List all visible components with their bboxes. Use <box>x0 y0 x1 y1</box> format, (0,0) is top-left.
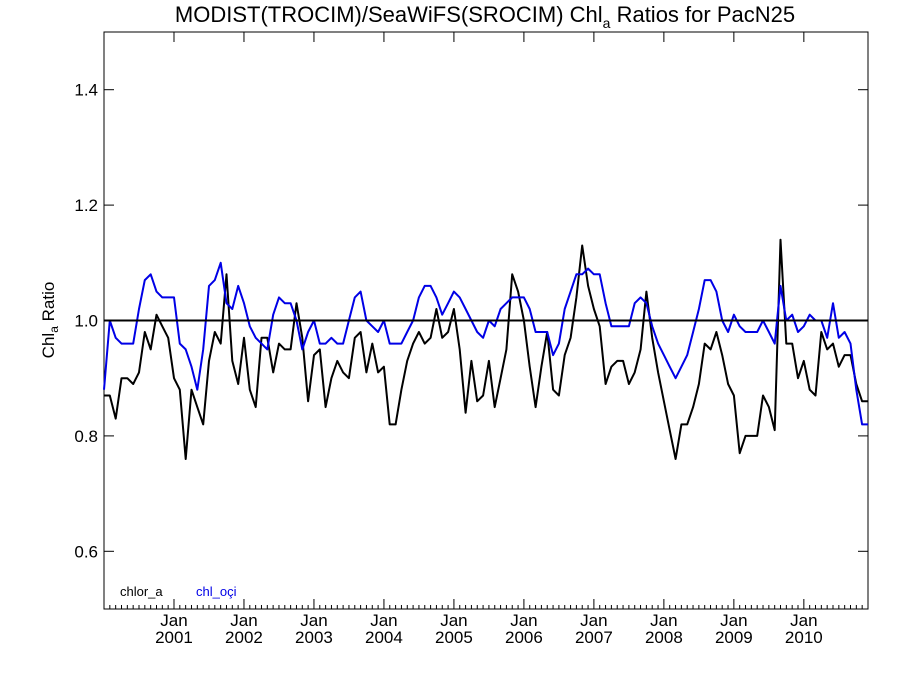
x-tick-year-label: 2004 <box>365 628 403 647</box>
x-tick-year-label: 2002 <box>225 628 263 647</box>
x-tick-year-label: 2009 <box>715 628 753 647</box>
x-tick-month-label: Jan <box>370 611 397 630</box>
x-tick-year-label: 2007 <box>575 628 613 647</box>
x-tick-month-label: Jan <box>720 611 747 630</box>
series-line-chlor-a <box>104 238 868 460</box>
legend-entry-chlor-a: chlor_a <box>120 584 163 599</box>
x-tick-month-label: Jan <box>580 611 607 630</box>
y-tick-label: 0.8 <box>74 427 98 446</box>
y-tick-label: 1.0 <box>74 312 98 331</box>
x-tick-year-label: 2008 <box>645 628 683 647</box>
chart-title: MODIST(TROCIM)/SeaWiFS(SROCIM) Chla Rati… <box>175 2 795 31</box>
series-layer <box>103 238 868 460</box>
y-tick-label: 1.2 <box>74 196 98 215</box>
y-tick-label: 1.4 <box>74 81 98 100</box>
y-tick-label: 0.6 <box>74 542 98 561</box>
legend-entry-chl-oci: chl_oçi <box>196 584 237 599</box>
x-tick-year-label: 2010 <box>785 628 823 647</box>
x-tick-month-label: Jan <box>650 611 677 630</box>
series-line-chl-oci <box>103 261 868 426</box>
x-tick-year-label: 2006 <box>505 628 543 647</box>
x-ticks: Jan2001Jan2002Jan2003Jan2004Jan2005Jan20… <box>109 32 869 647</box>
x-tick-year-label: 2005 <box>435 628 473 647</box>
y-axis-label: Chla Ratio <box>39 282 61 359</box>
x-tick-month-label: Jan <box>160 611 187 630</box>
x-tick-month-label: Jan <box>440 611 467 630</box>
x-tick-month-label: Jan <box>300 611 327 630</box>
legend: chlor_a chl_oçi <box>120 584 237 599</box>
x-tick-month-label: Jan <box>230 611 257 630</box>
x-tick-year-label: 2003 <box>295 628 333 647</box>
x-tick-month-label: Jan <box>790 611 817 630</box>
y-ticks: 0.6 0.8 1.0 1.2 1.4 <box>74 81 868 561</box>
x-tick-year-label: 2001 <box>155 628 193 647</box>
x-tick-month-label: Jan <box>510 611 537 630</box>
